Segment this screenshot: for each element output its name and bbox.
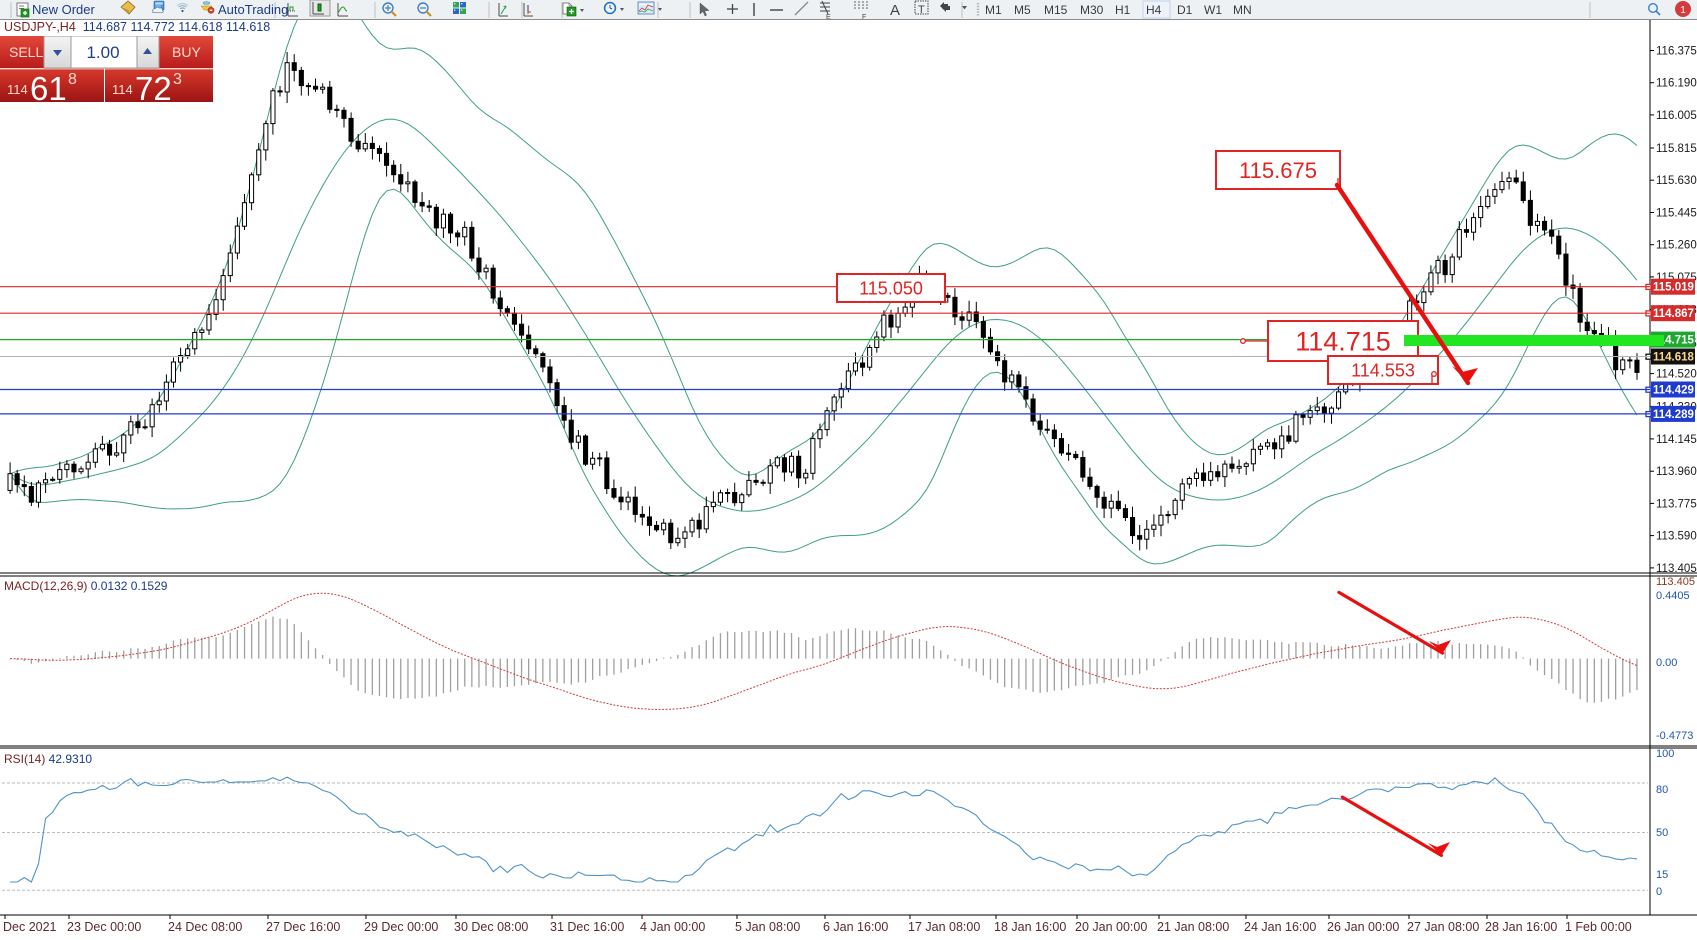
svg-text:27 Dec 16:00: 27 Dec 16:00 xyxy=(266,920,340,934)
svg-text:5 Jan 08:00: 5 Jan 08:00 xyxy=(735,920,800,934)
svg-text:-0.4773: -0.4773 xyxy=(1656,730,1693,742)
svg-text:1 Feb 00:00: 1 Feb 00:00 xyxy=(1565,920,1632,934)
svg-text:29 Dec 00:00: 29 Dec 00:00 xyxy=(364,920,438,934)
svg-text:115.260: 115.260 xyxy=(1656,240,1697,252)
svg-text:114: 114 xyxy=(112,82,133,97)
svg-text:115.815: 115.815 xyxy=(1656,143,1697,155)
svg-text:114.520: 114.520 xyxy=(1656,369,1697,381)
svg-text:113.405: 113.405 xyxy=(1656,563,1697,575)
svg-text:A: A xyxy=(890,2,900,19)
svg-text:115.445: 115.445 xyxy=(1656,208,1697,220)
svg-text:M5: M5 xyxy=(1014,3,1031,17)
svg-text:114.553: 114.553 xyxy=(1351,361,1415,381)
svg-text:100: 100 xyxy=(1656,748,1674,760)
svg-text:AutoTrading: AutoTrading xyxy=(218,2,288,17)
svg-text:H1: H1 xyxy=(1115,3,1131,17)
svg-text:H4: H4 xyxy=(1146,3,1162,17)
svg-text:23 Dec 00:00: 23 Dec 00:00 xyxy=(67,920,141,934)
svg-text:1.00: 1.00 xyxy=(86,43,119,62)
svg-text:SELL: SELL xyxy=(9,44,43,60)
svg-text:116.005: 116.005 xyxy=(1656,110,1697,122)
svg-text:M30: M30 xyxy=(1080,3,1104,17)
svg-text:D1: D1 xyxy=(1177,3,1193,17)
svg-text:1: 1 xyxy=(1680,5,1686,16)
svg-text:72: 72 xyxy=(135,70,172,104)
svg-text:113.775: 113.775 xyxy=(1656,498,1697,510)
svg-text:17 Jan 08:00: 17 Jan 08:00 xyxy=(908,920,980,934)
svg-text:BUY: BUY xyxy=(172,44,201,60)
svg-text:27 Jan 08:00: 27 Jan 08:00 xyxy=(1407,920,1479,934)
svg-text:T: T xyxy=(918,4,925,16)
svg-text:M15: M15 xyxy=(1044,3,1068,17)
svg-text:30 Dec 08:00: 30 Dec 08:00 xyxy=(454,920,528,934)
svg-text:114.145: 114.145 xyxy=(1656,434,1697,446)
svg-text:115.630: 115.630 xyxy=(1656,175,1697,187)
svg-text:28 Jan 16:00: 28 Jan 16:00 xyxy=(1485,920,1557,934)
svg-text:3: 3 xyxy=(173,71,182,88)
svg-text:New Order: New Order xyxy=(32,2,96,17)
svg-text:18 Jan 16:00: 18 Jan 16:00 xyxy=(994,920,1066,934)
svg-text:116.375: 116.375 xyxy=(1656,46,1697,58)
svg-text:80: 80 xyxy=(1656,784,1668,796)
svg-text:115.019: 115.019 xyxy=(1653,282,1694,294)
svg-text:116.190: 116.190 xyxy=(1656,78,1697,90)
svg-text:113.405: 113.405 xyxy=(1656,576,1695,588)
svg-text:MACD(12,26,9) 0.0132 0.1529: MACD(12,26,9) 0.0132 0.1529 xyxy=(4,579,168,593)
svg-text:0: 0 xyxy=(1656,886,1662,898)
svg-text:8: 8 xyxy=(68,71,77,88)
svg-text:115.050: 115.050 xyxy=(859,279,923,299)
svg-text:61: 61 xyxy=(30,70,67,104)
svg-text:114.429: 114.429 xyxy=(1653,385,1694,397)
svg-text:24 Jan 16:00: 24 Jan 16:00 xyxy=(1244,920,1316,934)
svg-text:113.590: 113.590 xyxy=(1656,531,1697,543)
svg-text:114.289: 114.289 xyxy=(1653,409,1694,421)
svg-text:15: 15 xyxy=(1656,869,1668,881)
svg-text:RSI(14) 42.9310: RSI(14) 42.9310 xyxy=(4,752,92,766)
svg-text:50: 50 xyxy=(1656,827,1668,839)
svg-text:M1: M1 xyxy=(985,3,1002,17)
svg-text:4 Jan 00:00: 4 Jan 00:00 xyxy=(640,920,705,934)
svg-text:W1: W1 xyxy=(1204,3,1222,17)
svg-text:0.4405: 0.4405 xyxy=(1656,590,1690,602)
svg-text:21 Jan 08:00: 21 Jan 08:00 xyxy=(1157,920,1229,934)
svg-text:0.00: 0.00 xyxy=(1656,657,1677,669)
svg-text:24 Dec 08:00: 24 Dec 08:00 xyxy=(168,920,242,934)
svg-text:MN: MN xyxy=(1233,3,1252,17)
svg-text:6 Jan 16:00: 6 Jan 16:00 xyxy=(823,920,888,934)
svg-text:114.618: 114.618 xyxy=(1653,352,1695,364)
svg-text:114.715: 114.715 xyxy=(1295,327,1391,357)
svg-text:114: 114 xyxy=(7,82,28,97)
svg-text:113.960: 113.960 xyxy=(1656,466,1697,478)
svg-text:Dec 2021: Dec 2021 xyxy=(3,920,57,934)
svg-text:20 Jan 00:00: 20 Jan 00:00 xyxy=(1075,920,1147,934)
svg-text:31 Dec 16:00: 31 Dec 16:00 xyxy=(550,920,624,934)
svg-text:115.675: 115.675 xyxy=(1239,158,1317,183)
svg-text:26 Jan 00:00: 26 Jan 00:00 xyxy=(1327,920,1399,934)
svg-text:114.867: 114.867 xyxy=(1653,308,1694,320)
